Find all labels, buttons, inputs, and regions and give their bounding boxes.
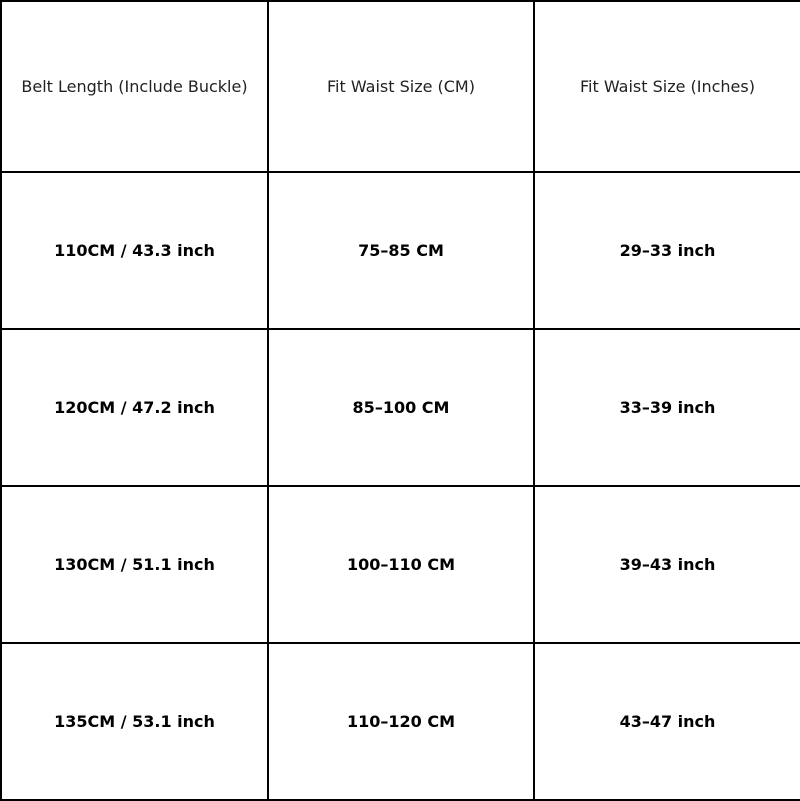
header-belt-length: Belt Length (Include Buckle) <box>0 0 269 173</box>
cell-belt-length: 110CM / 43.3 inch <box>0 171 269 330</box>
cell-belt-length: 130CM / 51.1 inch <box>0 485 269 644</box>
cell-waist-cm: 110–120 CM <box>267 642 535 801</box>
header-waist-inches: Fit Waist Size (Inches) <box>533 0 800 173</box>
table-header-row: Belt Length (Include Buckle) Fit Waist S… <box>0 0 800 173</box>
cell-waist-cm: 85–100 CM <box>267 328 535 487</box>
cell-waist-inches: 33–39 inch <box>533 328 800 487</box>
table-row: 130CM / 51.1 inch 100–110 CM 39–43 inch <box>0 485 800 644</box>
table-row: 120CM / 47.2 inch 85–100 CM 33–39 inch <box>0 328 800 487</box>
table-row: 110CM / 43.3 inch 75–85 CM 29–33 inch <box>0 171 800 330</box>
cell-waist-cm: 75–85 CM <box>267 171 535 330</box>
cell-belt-length: 120CM / 47.2 inch <box>0 328 269 487</box>
cell-waist-inches: 29–33 inch <box>533 171 800 330</box>
cell-waist-inches: 39–43 inch <box>533 485 800 644</box>
table-row: 135CM / 53.1 inch 110–120 CM 43–47 inch <box>0 642 800 801</box>
cell-belt-length: 135CM / 53.1 inch <box>0 642 269 801</box>
cell-waist-cm: 100–110 CM <box>267 485 535 644</box>
cell-waist-inches: 43–47 inch <box>533 642 800 801</box>
header-waist-cm: Fit Waist Size (CM) <box>267 0 535 173</box>
